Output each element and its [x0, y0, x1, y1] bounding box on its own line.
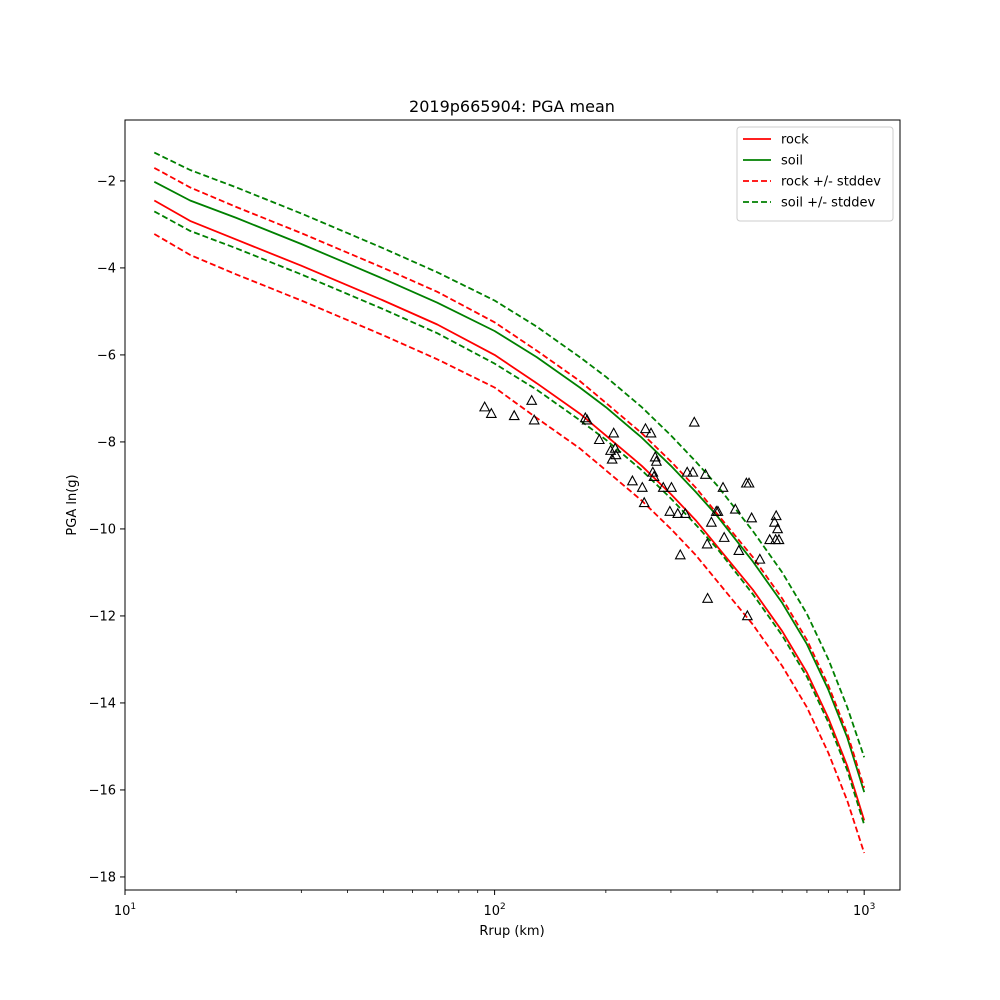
x-axis: 101 102 103	[114, 890, 875, 919]
observation-point-3	[526, 394, 538, 405]
observation-point-43	[743, 477, 755, 488]
observation-point-32	[701, 537, 713, 549]
observation-point-38	[718, 531, 730, 542]
observation-point-19	[648, 470, 660, 482]
y-tick-label-0: −2	[97, 174, 116, 189]
observation-point-51	[773, 533, 785, 545]
observation-point-28	[681, 466, 693, 477]
observation-point-4	[528, 414, 540, 425]
observation-point-13	[626, 474, 639, 486]
observation-point-36	[712, 505, 724, 516]
observation-point-46	[764, 533, 776, 545]
observation-point-42	[741, 609, 754, 621]
observation-point-18	[647, 466, 659, 477]
observation-point-16	[639, 422, 652, 434]
observation-point-44	[745, 511, 758, 523]
observation-point-8	[604, 444, 617, 455]
observation-point-31	[699, 468, 712, 479]
y-tick-label-1: −4	[97, 261, 116, 276]
observation-point-0	[478, 400, 491, 412]
observation-point-27	[679, 507, 691, 519]
legend: rock soil rock +/- stddev soil +/- stddev	[736, 126, 894, 222]
legend-label-2: rock +/- stddev	[781, 175, 881, 190]
y-tick-label-5: −12	[89, 609, 116, 624]
series-line-5	[153, 210, 866, 825]
observation-point-30	[688, 416, 700, 427]
x-tick-label-1: 102	[483, 902, 505, 919]
y-tick-label-6: −14	[89, 696, 116, 711]
observation-point-20	[649, 450, 661, 462]
y-tick-label-3: −8	[97, 435, 116, 450]
observation-point-12	[610, 448, 622, 460]
observation-point-1	[485, 407, 498, 418]
observation-point-40	[733, 544, 745, 555]
series-layer	[153, 151, 866, 854]
series-line-4	[153, 151, 866, 758]
observation-point-37	[717, 481, 729, 492]
observation-point-23	[664, 505, 676, 516]
observation-point-24	[665, 481, 678, 492]
observation-point-6	[581, 414, 593, 425]
observation-point-33	[701, 592, 714, 603]
y-tick-label-2: −6	[97, 348, 116, 363]
observation-point-22	[657, 481, 669, 492]
observation-point-50	[771, 522, 784, 534]
observation-point-29	[687, 466, 699, 477]
x-tick-label-0: 101	[114, 902, 136, 919]
observation-point-21	[650, 455, 663, 466]
observation-point-15	[638, 496, 650, 508]
series-line-1	[153, 181, 866, 793]
observation-point-17	[645, 427, 657, 438]
legend-label-0: rock	[781, 133, 809, 148]
x-tick-label-2: 103	[853, 902, 875, 919]
y-tick-label-8: −18	[89, 870, 116, 885]
observation-point-34	[705, 516, 718, 527]
observation-point-2	[508, 409, 520, 421]
observation-point-10	[608, 427, 620, 438]
y-axis: −2 −4 −6 −8 −10 −12 −14 −16 −18	[89, 174, 125, 885]
observation-point-26	[674, 548, 686, 560]
series-line-0	[153, 199, 866, 821]
y-tick-label-7: −16	[89, 783, 116, 798]
y-tick-label-4: −10	[89, 522, 116, 537]
y-axis-label: PGA ln(g)	[65, 474, 80, 535]
observation-point-39	[729, 503, 741, 514]
chart-title: 2019p665904: PGA mean	[409, 97, 615, 116]
legend-box	[736, 126, 894, 222]
plot-frame	[124, 119, 901, 891]
x-axis-label: Rrup (km)	[479, 924, 544, 939]
legend-label-1: soil	[781, 154, 803, 169]
observation-point-7	[593, 433, 605, 445]
observation-point-45	[754, 553, 766, 564]
observation-point-25	[672, 507, 684, 519]
legend-label-3: soil +/- stddev	[781, 196, 876, 211]
observation-point-5	[579, 411, 592, 423]
observations-layer	[478, 394, 785, 621]
observation-point-14	[636, 481, 648, 492]
observation-point-47	[768, 516, 781, 527]
observation-point-49	[770, 509, 782, 521]
